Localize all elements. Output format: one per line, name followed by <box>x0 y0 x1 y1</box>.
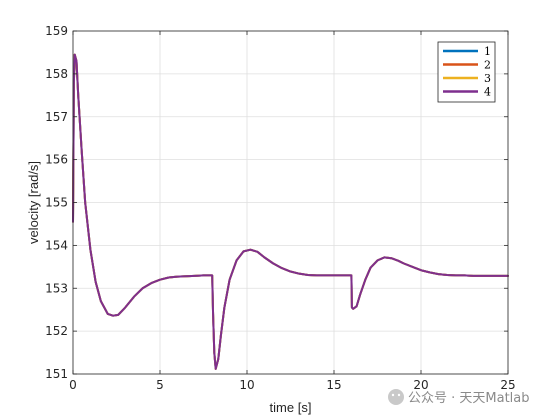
x-tick-label: 25 <box>500 378 515 392</box>
y-tick-label: 157 <box>45 110 68 124</box>
series-lines <box>72 53 509 370</box>
y-tick-label: 156 <box>45 153 68 167</box>
x-tick-label: 5 <box>156 378 164 392</box>
y-tick-label: 152 <box>45 324 68 338</box>
y-tick-label: 158 <box>45 67 68 81</box>
y-tick-label: 154 <box>45 238 68 252</box>
x-tick-label: 0 <box>69 378 77 392</box>
legend-label-3: 3 <box>484 72 491 85</box>
x-tick-label: 20 <box>413 378 428 392</box>
x-tick-label: 10 <box>239 378 254 392</box>
series-line-4 <box>72 53 509 370</box>
y-tick-label: 159 <box>45 24 68 38</box>
y-tick-label: 151 <box>45 367 68 381</box>
x-axis-label: time [s] <box>270 400 312 415</box>
wechat-icon <box>388 389 404 405</box>
axis-ticks: 0 5 10 15 20 25 151 152 153 154 155 156 157 158 159 <box>45 24 516 392</box>
y-tick-label: 155 <box>45 196 68 210</box>
x-tick-label: 15 <box>326 378 341 392</box>
legend-label-1: 1 <box>484 45 491 58</box>
legend-label-2: 2 <box>484 59 491 72</box>
watermark-text: 公众号 · 天天Matlab <box>408 391 530 406</box>
legend-label-4: 4 <box>484 86 491 99</box>
y-axis-label: velocity [rad/s] <box>26 161 41 244</box>
watermark: 公众号 · 天天Matlab <box>388 389 530 406</box>
y-tick-label: 153 <box>45 281 68 295</box>
